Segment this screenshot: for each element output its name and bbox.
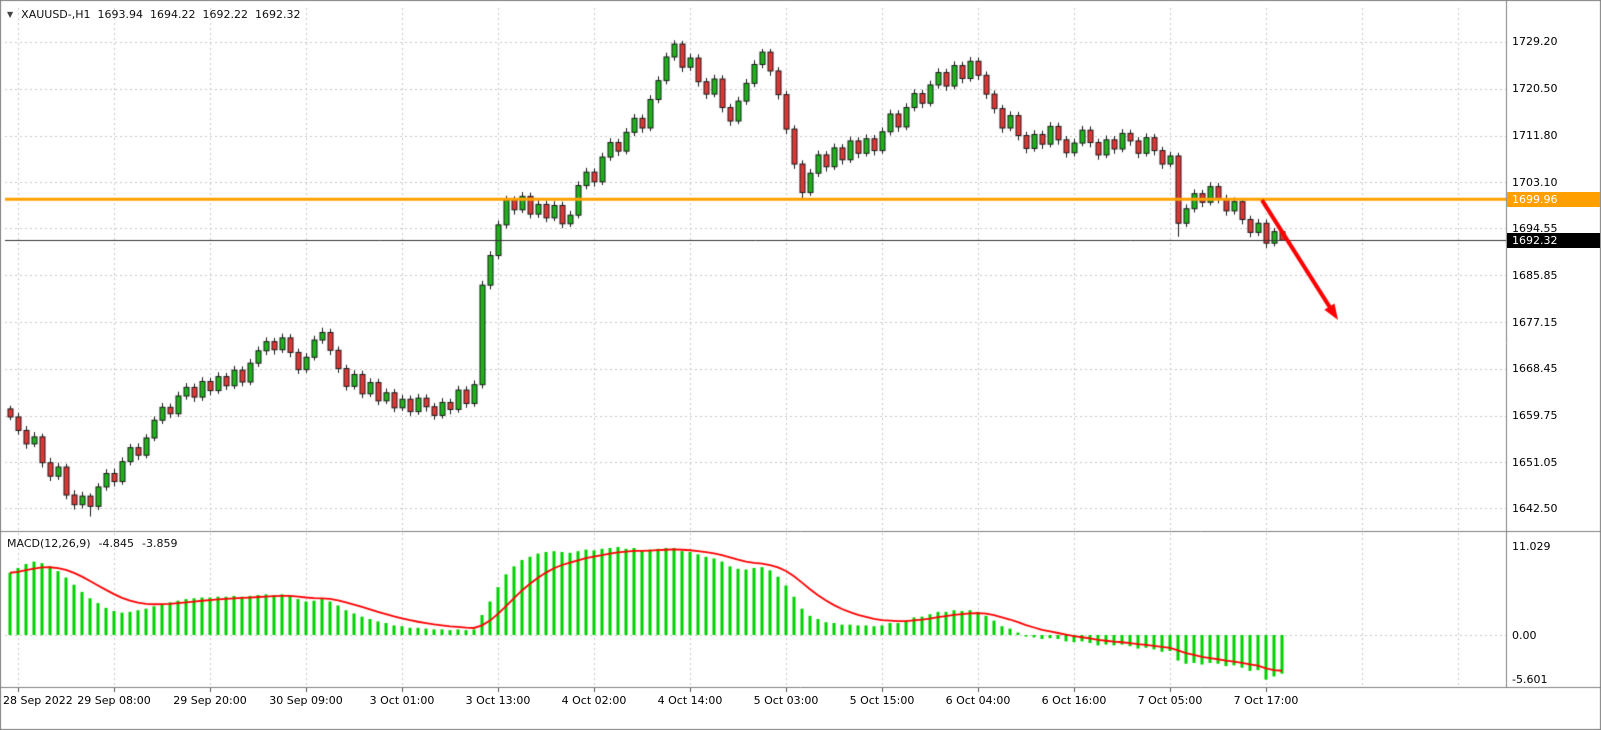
chart-dropdown-icon[interactable]: ▼ <box>7 10 14 19</box>
